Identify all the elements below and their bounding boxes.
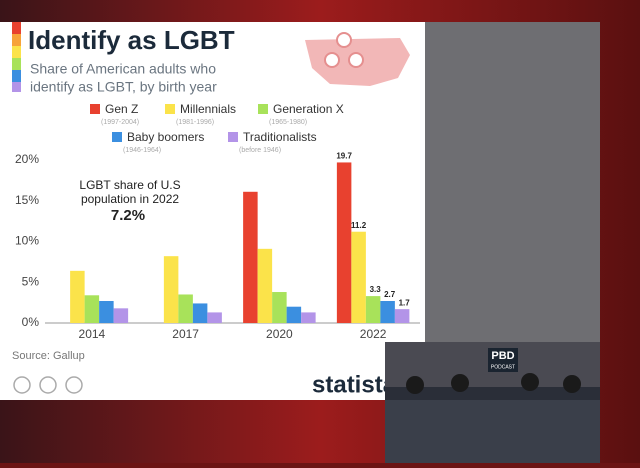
x-tick-label: 2014 xyxy=(79,327,106,341)
legend-swatch xyxy=(90,104,100,114)
bar xyxy=(286,306,302,323)
legend-swatch xyxy=(228,132,238,142)
annotation-value: 7.2% xyxy=(111,207,145,224)
annotation: population in 2022 xyxy=(81,192,179,206)
legend-years: (before 1946) xyxy=(239,147,281,154)
brand: statista xyxy=(312,371,397,398)
subtitle: Share of American adults who xyxy=(30,61,216,77)
legend-swatch xyxy=(258,104,268,114)
logo-text: PBD xyxy=(491,350,514,362)
legend-years: (1965-1980) xyxy=(269,119,307,126)
data-label: 3.3 xyxy=(370,285,382,294)
legend-years: (1997-2004) xyxy=(101,119,139,126)
bar xyxy=(163,256,179,323)
y-tick-label: 15% xyxy=(15,193,39,207)
license-icons xyxy=(13,376,83,394)
bar xyxy=(301,312,316,323)
bar xyxy=(192,303,208,323)
x-tick-label: 2020 xyxy=(266,327,293,341)
x-tick-label: 2022 xyxy=(360,327,387,341)
bar xyxy=(178,294,193,323)
data-label: 11.2 xyxy=(351,221,367,230)
bar xyxy=(70,270,85,323)
rainbow-stripe xyxy=(12,22,21,92)
chart-title: Identify as LGBT xyxy=(28,25,235,55)
y-tick-label: 20% xyxy=(15,152,39,166)
annotation: LGBT share of U.S xyxy=(79,178,180,192)
legend-years: (1946-1964) xyxy=(123,147,161,154)
bar xyxy=(243,191,258,323)
legend-label: Traditionalists xyxy=(243,130,317,144)
legend-label: Generation X xyxy=(273,102,344,116)
legend-label: Millennials xyxy=(180,102,236,116)
bar xyxy=(84,295,100,323)
legend-years: (1981-1996) xyxy=(176,119,214,126)
bar xyxy=(113,308,129,323)
video-overlay: PBD PODCAST xyxy=(385,342,600,463)
bar xyxy=(272,292,287,323)
legend-label: Gen Z xyxy=(105,102,138,116)
data-label: 19.7 xyxy=(336,152,352,161)
bar xyxy=(257,248,273,323)
logo-text: PODCAST xyxy=(491,364,515,370)
us-map-icon xyxy=(305,32,410,86)
bar xyxy=(207,312,222,323)
y-tick-label: 5% xyxy=(22,274,40,288)
source: Source: Gallup xyxy=(12,350,85,362)
legend-label: Baby boomers xyxy=(127,130,204,144)
bar xyxy=(99,300,114,323)
data-label: 1.7 xyxy=(399,298,411,307)
bar xyxy=(380,300,395,323)
y-tick-label: 0% xyxy=(22,315,40,329)
bar xyxy=(351,231,366,323)
y-tick-label: 10% xyxy=(15,234,39,248)
bar xyxy=(365,296,381,323)
bar xyxy=(394,309,410,323)
legend-swatch xyxy=(112,132,122,142)
x-tick-label: 2017 xyxy=(172,327,199,341)
screen-side xyxy=(425,22,600,347)
legend-swatch xyxy=(165,104,175,114)
subtitle: identify as LGBT, by birth year xyxy=(30,79,217,95)
data-label: 2.7 xyxy=(384,290,396,299)
bar xyxy=(336,162,352,323)
